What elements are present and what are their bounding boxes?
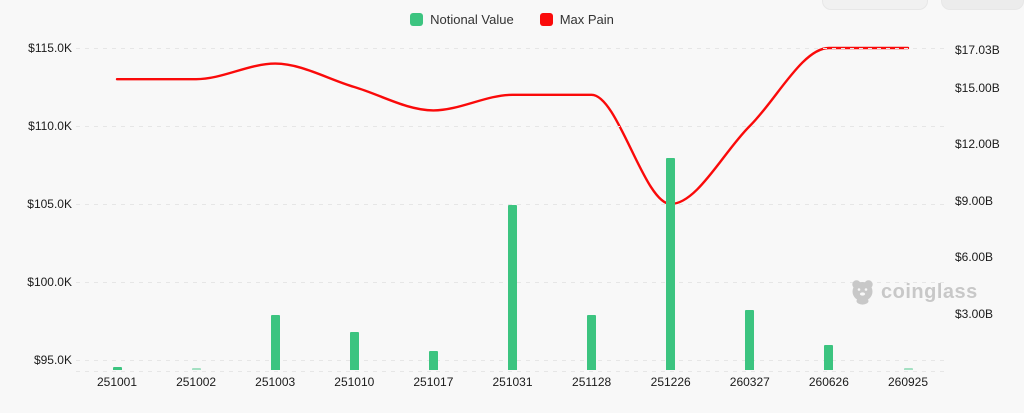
coinglass-bear-icon: [852, 280, 873, 305]
notional-value-bar[interactable]: [824, 344, 834, 370]
gridline: [76, 126, 946, 127]
notional-value-swatch-icon: [410, 13, 424, 26]
right-axis-tick: $12.00B: [955, 137, 1000, 152]
right-axis-tick: $9.00B: [955, 193, 994, 208]
left-axis-tick: $100.0K: [27, 275, 72, 289]
x-axis-label: 251010: [334, 375, 375, 389]
max-pain-swatch-icon: [539, 13, 553, 26]
gridline: [76, 48, 946, 49]
legend-label: Notional Value: [430, 12, 514, 27]
notional-value-bar[interactable]: [508, 204, 517, 370]
notional-value-bar[interactable]: [903, 368, 913, 370]
x-axis-label: 260327: [729, 375, 770, 389]
legend-item-max-pain[interactable]: Max Pain: [539, 12, 614, 27]
left-axis-tick: $95.0K: [33, 353, 72, 367]
notional-value-bar[interactable]: [428, 351, 438, 370]
left-axis-tick: $105.0K: [27, 197, 72, 211]
x-axis-label: 260626: [808, 375, 849, 389]
x-axis-label: 251002: [176, 375, 217, 389]
right-axis-tick: $17.03B: [955, 42, 1000, 57]
notional-value-bar[interactable]: [191, 368, 201, 370]
notional-value-bar[interactable]: [112, 367, 122, 370]
right-axis-tick: $6.00B: [955, 250, 994, 265]
right-axis-tick: $3.00B: [955, 306, 994, 321]
left-axis-tick: $115.0K: [28, 41, 72, 55]
axis-baseline: [76, 371, 946, 372]
legend-label: Max Pain: [559, 12, 614, 27]
x-axis-label: 251031: [492, 375, 533, 389]
notional-value-bar[interactable]: [587, 315, 597, 370]
gridline: [76, 204, 946, 205]
left-axis-tick: $110.0K: [28, 119, 72, 133]
notional-value-bar[interactable]: [745, 309, 755, 370]
notional-value-bar[interactable]: [666, 157, 676, 370]
chart-legend: Notional Value Max Pain: [0, 13, 1024, 26]
notional-value-bar[interactable]: [270, 315, 280, 370]
right-axis-tick: $15.00B: [955, 81, 1000, 95]
x-axis-label: 251003: [255, 375, 296, 389]
watermark-text: coinglass: [881, 281, 978, 303]
coinglass-watermark: coinglass: [850, 279, 978, 305]
legend-item-notional-value[interactable]: Notional Value: [410, 13, 514, 26]
x-axis-label: 260925: [887, 375, 929, 389]
notional-value-bar[interactable]: [349, 332, 359, 370]
x-axis-label: 251128: [572, 375, 612, 389]
x-axis-label: 251226: [650, 375, 691, 389]
x-axis-label: 251001: [96, 375, 138, 389]
x-axis-label: 251017: [413, 375, 454, 389]
